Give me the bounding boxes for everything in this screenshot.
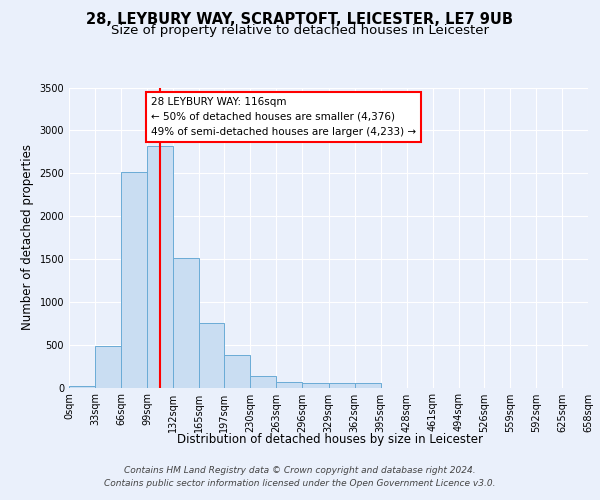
Bar bbox=[121, 172, 147, 388]
Bar bbox=[355, 383, 380, 388]
Bar bbox=[224, 355, 250, 388]
Y-axis label: Number of detached properties: Number of detached properties bbox=[21, 144, 34, 330]
Text: Size of property relative to detached houses in Leicester: Size of property relative to detached ho… bbox=[111, 24, 489, 37]
Bar bbox=[147, 146, 173, 388]
Bar bbox=[329, 383, 355, 388]
Bar bbox=[199, 323, 224, 388]
Bar bbox=[173, 258, 199, 388]
Bar bbox=[277, 382, 302, 388]
Bar bbox=[95, 346, 121, 388]
Bar bbox=[69, 386, 95, 388]
Bar bbox=[250, 376, 277, 388]
Text: 28, LEYBURY WAY, SCRAPTOFT, LEICESTER, LE7 9UB: 28, LEYBURY WAY, SCRAPTOFT, LEICESTER, L… bbox=[86, 12, 514, 28]
Text: Distribution of detached houses by size in Leicester: Distribution of detached houses by size … bbox=[177, 432, 483, 446]
Text: Contains HM Land Registry data © Crown copyright and database right 2024.
Contai: Contains HM Land Registry data © Crown c… bbox=[104, 466, 496, 487]
Bar bbox=[302, 383, 329, 388]
Text: 28 LEYBURY WAY: 116sqm
← 50% of detached houses are smaller (4,376)
49% of semi-: 28 LEYBURY WAY: 116sqm ← 50% of detached… bbox=[151, 97, 416, 136]
